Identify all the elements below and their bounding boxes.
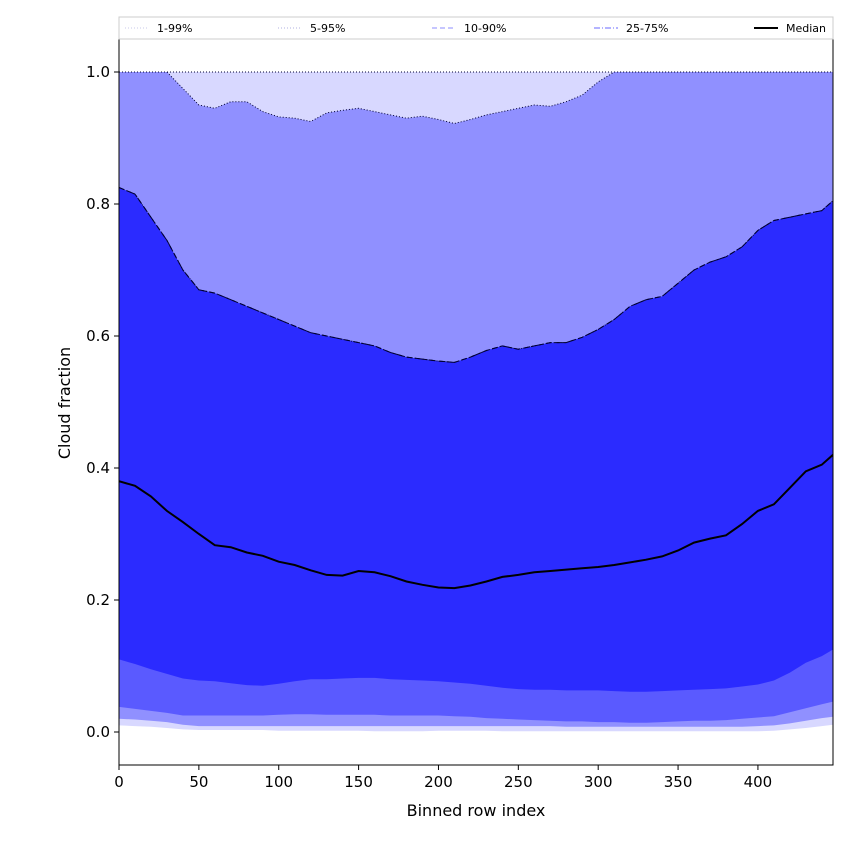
y-tick-label: 0.8 — [86, 195, 110, 213]
x-tick-label: 300 — [584, 773, 613, 791]
median-layer — [119, 454, 833, 590]
x-tick-label: 350 — [664, 773, 693, 791]
y-tick-label: 0.0 — [86, 723, 110, 741]
percentile-bands — [119, 72, 833, 732]
x-tick-label: 100 — [264, 773, 293, 791]
y-tick-label: 1.0 — [86, 63, 110, 81]
legend-label: Median — [786, 22, 826, 35]
y-axis-ticks: 0.0 0.2 0.4 0.6 0.8 1.0 — [86, 63, 119, 741]
y-tick-label: 0.6 — [86, 327, 110, 345]
x-tick-label: 400 — [744, 773, 773, 791]
legend: 1-99% 5-95% 10-90% 25-75% Median — [118, 16, 834, 40]
x-tick-label: 250 — [504, 773, 533, 791]
band-edge-lines — [119, 71, 833, 363]
legend-label: 5-95% — [310, 22, 345, 35]
legend-label: 10-90% — [464, 22, 506, 35]
band-upper-line-10-90 — [119, 187, 833, 363]
y-tick-label: 0.4 — [86, 459, 110, 477]
band-upper-line-5-95 — [119, 71, 833, 125]
x-axis-ticks: 0 50 100 150 200 250 300 350 400 — [114, 765, 772, 791]
x-tick-label: 50 — [189, 773, 208, 791]
legend-label: 1-99% — [157, 22, 192, 35]
x-axis-label: Binned row index — [407, 801, 546, 820]
x-tick-label: 200 — [424, 773, 453, 791]
y-tick-label: 0.2 — [86, 591, 110, 609]
median-line — [119, 454, 833, 590]
legend-box — [118, 16, 834, 40]
x-tick-label: 0 — [114, 773, 124, 791]
y-axis-label: Cloud fraction — [55, 347, 74, 459]
x-tick-label: 150 — [344, 773, 373, 791]
legend-label: 25-75% — [626, 22, 668, 35]
